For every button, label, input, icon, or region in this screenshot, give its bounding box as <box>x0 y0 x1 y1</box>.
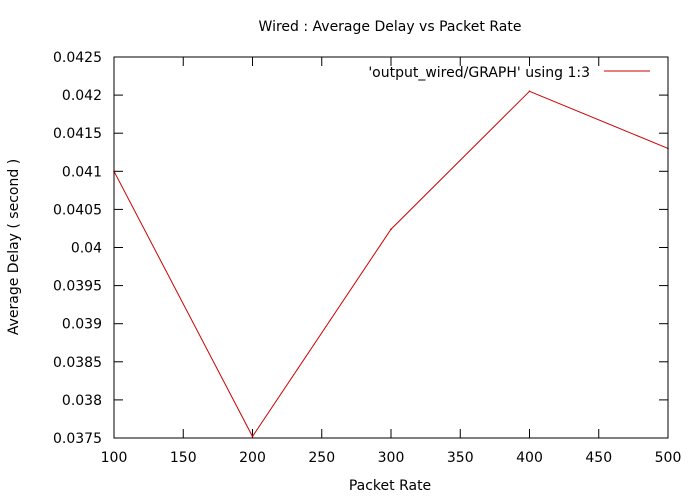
y-tick-label: 0.0395 <box>53 279 102 295</box>
y-tick-label: 0.038 <box>62 393 102 409</box>
y-tick-label: 0.0385 <box>53 355 102 371</box>
x-tick-label: 400 <box>516 450 543 466</box>
y-tick-label: 0.039 <box>62 317 102 333</box>
plot-frame <box>113 56 669 439</box>
axis-ticks: 100 150 200 250 300 350 400 450 500 0.0375 0.038 0.… <box>53 50 681 466</box>
x-tick-label: 300 <box>378 450 405 466</box>
legend-label: 'output_wired/GRAPH' using 1:3 <box>368 65 590 81</box>
y-tick-label: 0.041 <box>62 164 102 180</box>
x-tick-label: 150 <box>170 450 197 466</box>
y-tick-label: 0.0425 <box>53 50 102 66</box>
x-tick-label: 350 <box>447 450 474 466</box>
x-tick-label: 500 <box>655 450 682 466</box>
chart-title: Wired : Average Delay vs Packet Rate <box>259 19 522 35</box>
x-axis-label: Packet Rate <box>349 478 431 494</box>
y-tick-label: 0.0415 <box>53 126 102 142</box>
data-point <box>390 228 392 231</box>
y-tick-label: 0.04 <box>71 241 102 257</box>
legend: 'output_wired/GRAPH' using 1:3 <box>368 65 650 81</box>
y-tick-label: 0.042 <box>62 88 102 104</box>
x-tick-label: 200 <box>239 450 266 466</box>
x-tick-label: 100 <box>101 450 128 466</box>
data-point <box>251 435 254 438</box>
data-point <box>528 90 531 93</box>
x-tick-label: 250 <box>308 450 335 466</box>
series-layer <box>113 90 669 438</box>
y-tick-label: 0.0405 <box>53 202 102 218</box>
x-tick-label: 450 <box>585 450 612 466</box>
y-axis-label: Average Delay ( second ) <box>6 159 22 335</box>
series-line <box>113 90 669 438</box>
y-tick-label: 0.0375 <box>53 431 102 447</box>
